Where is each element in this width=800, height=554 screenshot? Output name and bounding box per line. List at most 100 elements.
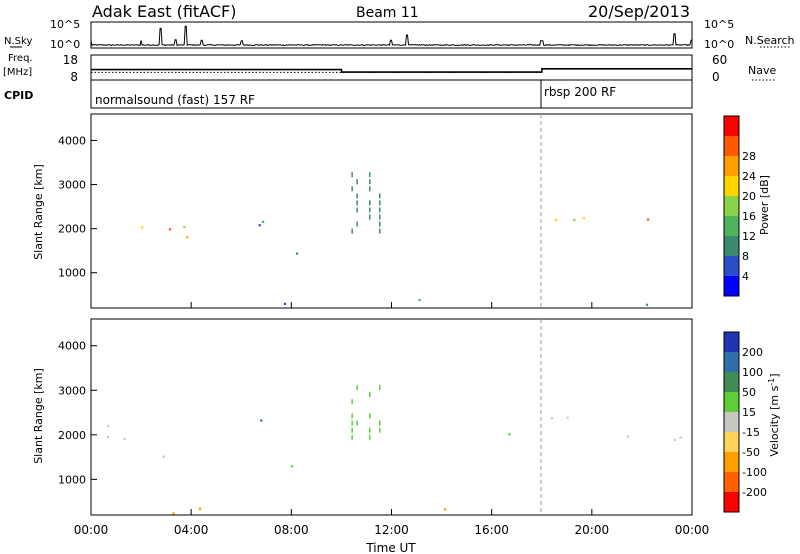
xtick-label: 12:00	[374, 523, 409, 537]
colorbar-tick: 50	[742, 386, 756, 399]
heatmap-cell	[679, 436, 682, 439]
heatmap-cell	[351, 186, 353, 192]
heatmap-cell	[168, 228, 172, 231]
colorbar-swatch	[724, 176, 739, 196]
heatmap-cell	[351, 427, 353, 433]
heatmap-cell	[369, 207, 371, 213]
colorbar-swatch	[724, 432, 739, 452]
heatmap-cell	[262, 220, 265, 223]
heatmap-cell	[186, 236, 189, 239]
xtick-label: 00:00	[74, 523, 109, 537]
nsearch-label: N.Search	[745, 34, 795, 47]
colorbar-swatch	[724, 452, 739, 472]
noise-ytick-right-bottom: 10^0	[704, 38, 734, 51]
velocity-yticks: 1000 2000 3000 4000	[58, 340, 97, 486]
noise-trace	[90, 25, 692, 47]
heatmap-cell	[351, 399, 353, 405]
power-heatmap-cells	[141, 172, 650, 306]
colorbar-frame	[723, 331, 740, 513]
heatmap-cell	[356, 200, 358, 206]
heatmap-cell	[369, 392, 371, 398]
colorbar-swatch	[724, 216, 739, 236]
freq-ytick-right-top: 60	[712, 53, 727, 67]
xtick-label: 04:00	[174, 523, 209, 537]
colorbar-tick: 28	[742, 150, 756, 163]
colorbar-swatch	[724, 116, 739, 136]
colorbar-tick: -50	[742, 446, 760, 459]
heatmap-cell	[283, 302, 287, 305]
ytick-label: 4000	[58, 134, 86, 147]
heatmap-cell	[573, 218, 576, 221]
colorbar-tick: 15	[742, 406, 756, 419]
date-label: 20/Sep/2013	[588, 2, 690, 21]
nave-series	[91, 68, 692, 73]
heatmap-cell	[351, 434, 353, 440]
colorbar-tick: -100	[742, 466, 767, 479]
ytick-label: 1000	[58, 473, 86, 486]
heatmap-cell	[351, 420, 353, 426]
heatmap-cell	[356, 384, 358, 390]
heatmap-cell	[673, 438, 677, 441]
heatmap-cell	[369, 413, 371, 419]
ytick-label: 2000	[58, 429, 86, 442]
heatmap-cell	[123, 437, 126, 440]
colorbar-swatch	[724, 372, 739, 392]
noise-ytick-left-top: 10^5	[50, 18, 80, 31]
colorbar-tick: -15	[742, 426, 760, 439]
colorbar-swatch	[724, 256, 739, 276]
heatmap-cell	[290, 465, 293, 468]
heatmap-cell	[645, 303, 649, 306]
heatmap-cell	[296, 252, 299, 255]
time-axis-label: Time UT	[365, 541, 416, 554]
heatmap-cell	[107, 436, 110, 439]
heatmap-cell	[379, 427, 381, 433]
noise-panel-frame	[90, 21, 693, 49]
heatmap-cell	[356, 221, 358, 227]
heatmap-cell	[379, 384, 381, 390]
heatmap-cell	[379, 193, 381, 199]
heatmap-cell	[351, 228, 353, 234]
heatmap-cell	[260, 419, 263, 422]
power-panel-frame	[90, 113, 693, 309]
freq-ytick-left-top: 18	[63, 53, 78, 67]
colorbar-swatch	[724, 412, 739, 432]
colorbar-swatch	[724, 352, 739, 372]
freq-label-line2: [MHz]	[3, 67, 32, 78]
heatmap-cell	[555, 218, 558, 222]
heatmap-cell	[351, 413, 353, 419]
station-title: Adak East (fitACF)	[92, 2, 236, 21]
nsky-label: N.Sky	[4, 36, 32, 47]
velocity-colorbar-label: Velocity [m s-1]	[767, 373, 782, 456]
freq-series	[91, 68, 692, 73]
cpid-segment-2: rbsp 200 RF	[544, 85, 616, 99]
freq-ytick-left-bottom: 8	[70, 70, 78, 84]
heatmap-cell	[379, 420, 381, 426]
ytick-label: 3000	[58, 179, 86, 192]
time-axis-ticks: 00:00 04:00 08:00 12:00 16:00 20:00 00:00	[74, 302, 709, 537]
colorbar-tick: -200	[742, 486, 767, 499]
colorbar-swatch	[724, 276, 739, 296]
heatmap-cell	[369, 186, 371, 192]
xtick-label: 20:00	[575, 523, 610, 537]
colorbar-tick: 4	[742, 270, 749, 283]
velocity-heatmap-cells	[107, 384, 682, 515]
heatmap-cell	[379, 214, 381, 220]
heatmap-cell	[550, 417, 553, 420]
colorbar-swatch	[724, 392, 739, 412]
heatmap-cell	[369, 179, 371, 185]
noise-ytick-left-bottom: 10^0	[50, 38, 80, 51]
heatmap-cell	[162, 455, 165, 458]
ytick-label: 4000	[58, 340, 86, 353]
heatmap-cell	[356, 420, 358, 426]
colorbar-swatch	[724, 136, 739, 156]
ytick-label: 1000	[58, 267, 86, 280]
colorbar-tick: 100	[742, 366, 763, 379]
noise-ytick-right-top: 10^5	[704, 18, 734, 31]
frequency-trace	[91, 68, 692, 73]
colorbar-tick: 20	[742, 190, 756, 203]
cpid-label: CPID	[4, 89, 33, 102]
heatmap-cell	[107, 425, 110, 428]
colorbar-swatch	[724, 332, 739, 352]
heatmap-cell	[369, 427, 371, 433]
